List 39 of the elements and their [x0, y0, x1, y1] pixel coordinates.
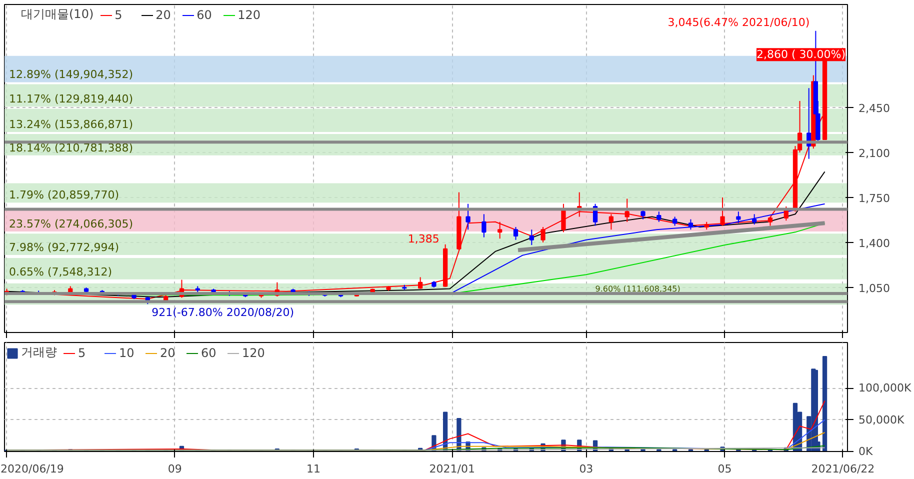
- y-tick-label: 1,050: [858, 282, 890, 295]
- x-tick-label: 2020/06/19: [0, 462, 64, 476]
- annotation: 3,045(6.47% 2021/06/10): [668, 16, 810, 29]
- x-tick-label: 11: [306, 462, 321, 476]
- band-label: 18.14% (210,781,388): [9, 141, 134, 154]
- band-label: 12.89% (149,904,352): [9, 68, 134, 82]
- legend-label: 5: [78, 346, 87, 360]
- band-label: 7.98% (92,772,994): [9, 240, 120, 254]
- x-tick-label: 2021/01: [429, 462, 475, 476]
- y-tick-label: 2,100: [858, 146, 890, 160]
- legend-label: 60: [201, 346, 218, 360]
- legend-label: 거래량: [21, 344, 57, 361]
- legend-label: 60: [196, 8, 213, 22]
- band-label: 1.79% (20,859,770): [9, 188, 120, 202]
- x-tick-label: 05: [718, 462, 732, 476]
- x-tick-label: 09: [168, 462, 182, 476]
- band-label: 0.65% (7,548,312): [9, 265, 112, 278]
- legend-label: 5: [114, 8, 124, 22]
- legend-label: 20: [160, 346, 176, 360]
- band-label: 23.57% (274,066,305): [9, 218, 134, 231]
- annotation: 1,385: [408, 232, 440, 246]
- x-tick-label: 2021/06/22: [811, 462, 875, 476]
- legend-label: 120: [242, 346, 265, 360]
- legend-label: 20: [156, 8, 172, 22]
- y-tick-label: 1,400: [858, 236, 890, 250]
- y-tick-label: 100,000K: [858, 382, 912, 395]
- y-tick-label: 50,000K: [858, 413, 905, 426]
- legend-label: 120: [238, 8, 261, 22]
- y-tick-label: 1,750: [858, 192, 890, 205]
- band-label: 13.24% (153,866,871): [9, 118, 134, 131]
- y-tick-label: 2,450: [858, 102, 890, 115]
- legend-label: 10: [119, 346, 136, 360]
- x-tick-label: 03: [579, 462, 594, 476]
- annotation: 921(-67.80% 2020/08/20): [152, 306, 294, 320]
- band-label: 9.60% (111,608,345): [595, 284, 680, 294]
- y-tick-label: 0K: [858, 445, 874, 458]
- annotation: 2,860 ( 30.00%): [756, 48, 846, 62]
- legend-title: 대기매물(10): [21, 6, 94, 23]
- band-label: 11.17% (129,819,440): [9, 92, 134, 106]
